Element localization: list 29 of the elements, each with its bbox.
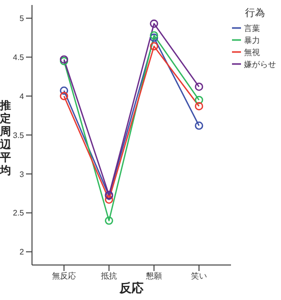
point xyxy=(194,82,204,91)
y-tick-label: 5 xyxy=(20,14,25,24)
point xyxy=(150,42,158,50)
y-tick-label: 2 xyxy=(20,248,25,257)
y-tick-label: 2.5 xyxy=(12,208,25,218)
point xyxy=(194,122,204,130)
point xyxy=(150,31,158,40)
legend-label: 無視 xyxy=(244,46,260,58)
point xyxy=(150,20,158,28)
x-tick-label: 笑い xyxy=(191,272,207,281)
point xyxy=(194,102,204,110)
point xyxy=(194,96,204,104)
y-tick-label: 3.5 xyxy=(12,130,25,140)
y-tick-label: 4 xyxy=(20,92,25,101)
point xyxy=(104,216,114,225)
point xyxy=(60,92,68,100)
y-tick-label: 3 xyxy=(20,170,25,179)
x-tick-label: 抵抗 xyxy=(100,272,117,281)
legend-label: 嫌がらせ xyxy=(244,58,276,70)
legend-label: 言葉 xyxy=(244,22,260,34)
legend-label: 暴力 xyxy=(244,34,260,46)
legend-title: 行為 xyxy=(245,7,266,20)
point xyxy=(150,34,158,42)
x-axis-title: 反応 xyxy=(118,281,144,295)
y-tick-label: 4.5 xyxy=(12,52,25,62)
point xyxy=(60,86,68,95)
x-tick-label: 懇願 xyxy=(145,272,162,281)
point xyxy=(104,195,114,204)
x-tick-label: 無反応 xyxy=(52,272,76,281)
